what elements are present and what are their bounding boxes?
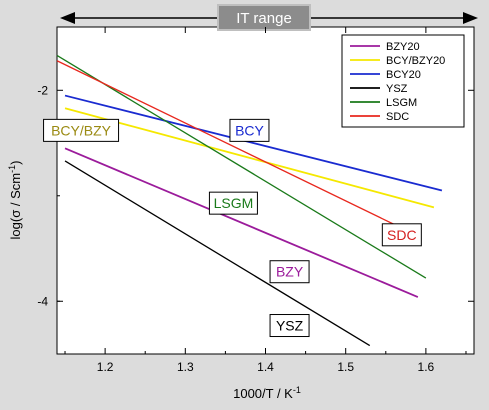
inline-label-box-ysz <box>269 314 310 338</box>
y-tick-label: -4 <box>37 294 48 308</box>
series-line-sdc <box>56 60 395 225</box>
series-line-bcy-bzy20 <box>64 107 435 209</box>
series-lines <box>56 54 443 347</box>
y-tick-label: -2 <box>37 83 48 97</box>
series-line-lsgm <box>56 54 427 279</box>
inline-labels: BZY BCY/BZY BCY YSZ LSGM SDC <box>43 118 422 338</box>
series-line-bzy20 <box>64 147 419 298</box>
inline-label-lsgm: LSGM <box>214 195 254 211</box>
x-axis-title-text: 1000/T / K <box>233 386 293 401</box>
legend-label-ysz: YSZ <box>386 83 408 95</box>
legend-box <box>341 34 465 128</box>
arrow-left-icon <box>60 12 75 24</box>
x-tick-label: 1.4 <box>257 360 274 374</box>
series-line-bcy20 <box>64 94 443 192</box>
x-axis-title: 1000/T / K-1 <box>233 385 301 401</box>
legend-label-bcy20: BCY20 <box>386 69 421 81</box>
inline-label-ysz: YSZ <box>276 318 304 334</box>
y-axis-title-suffix: ) <box>8 161 23 165</box>
legend-label-bzy20: BZY20 <box>386 41 420 53</box>
it-range-box <box>217 4 311 31</box>
inline-label-box-bcy-bzy <box>43 118 120 142</box>
y-axis-title-text: log(σ / Scm <box>8 173 23 240</box>
x-axis-title-superscript: -1 <box>293 385 301 395</box>
x-tick-label: 1.5 <box>337 360 354 374</box>
inline-label-bcy: BCY <box>235 122 264 138</box>
axes: 1.2 1.3 1.4 1.5 1.6 -2 -4 <box>37 27 474 374</box>
inline-label-box-bcy <box>229 118 270 142</box>
inline-label-bcy-bzy: BCY/BZY <box>51 122 112 138</box>
inline-label-box-sdc <box>381 223 422 247</box>
legend: BZY20 BCY/BZY20 BCY20 YSZ LSGM SDC <box>341 34 465 128</box>
legend-label-bcy-bzy20: BCY/BZY20 <box>386 55 445 67</box>
series-line-ysz <box>64 160 371 347</box>
y-axis-title-superscript: -1 <box>7 165 17 173</box>
arrow-right-icon <box>463 12 478 24</box>
inline-label-bzy: BZY <box>276 264 304 280</box>
x-tick-label: 1.3 <box>177 360 194 374</box>
x-tick-label: 1.2 <box>97 360 114 374</box>
it-range-label: IT range <box>236 10 292 27</box>
legend-label-sdc: SDC <box>386 111 409 123</box>
y-axis-title: log(σ / Scm-1) <box>7 161 23 240</box>
inline-label-sdc: SDC <box>387 227 417 243</box>
x-tick-label: 1.6 <box>418 360 435 374</box>
legend-label-lsgm: LSGM <box>386 97 417 109</box>
it-range-arrow: IT range <box>60 4 478 31</box>
inline-label-box-lsgm <box>208 191 258 215</box>
inline-label-box-bzy <box>269 260 310 284</box>
